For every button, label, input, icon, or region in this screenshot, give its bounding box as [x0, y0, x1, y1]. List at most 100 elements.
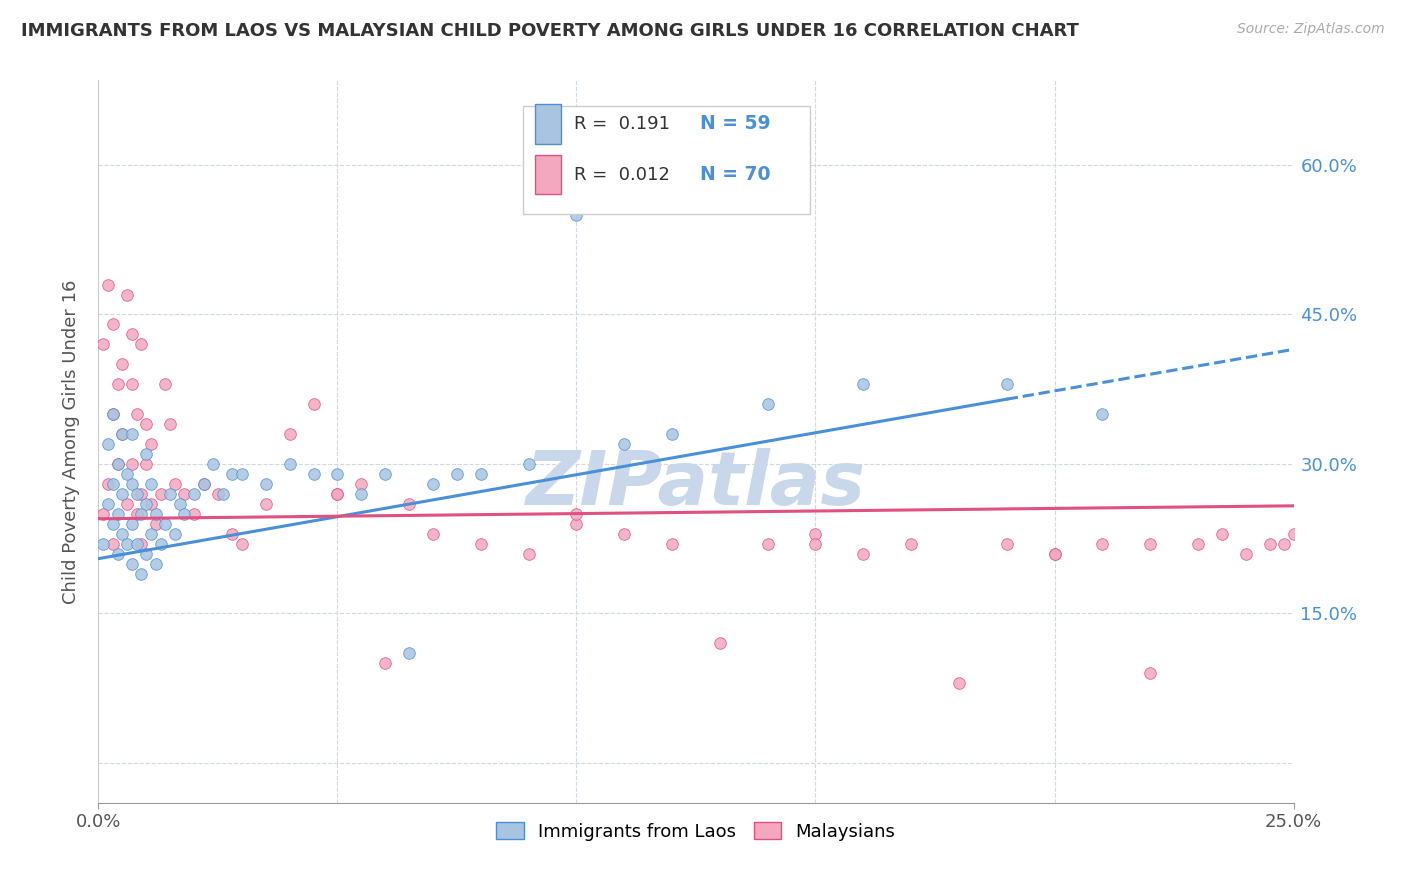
Point: [111, 526, 134, 541]
Point: [115, 497, 138, 511]
Point: [91, 507, 114, 521]
Point: [139, 476, 162, 491]
Point: [374, 657, 396, 671]
Point: [121, 377, 143, 392]
Point: [131, 487, 153, 501]
Point: [995, 377, 1018, 392]
Point: [97, 476, 120, 491]
Text: Source: ZipAtlas.com: Source: ZipAtlas.com: [1237, 22, 1385, 37]
Point: [169, 497, 191, 511]
Bar: [534, 154, 561, 194]
Point: [221, 526, 243, 541]
Point: [101, 318, 124, 332]
Point: [1211, 526, 1233, 541]
Point: [131, 566, 153, 581]
Point: [1282, 526, 1305, 541]
Point: [211, 487, 233, 501]
Point: [517, 547, 540, 561]
Point: [221, 467, 243, 481]
Point: [163, 476, 186, 491]
Point: [107, 457, 129, 471]
Point: [139, 437, 162, 451]
Point: [91, 537, 114, 551]
Point: [149, 537, 172, 551]
Point: [125, 487, 148, 501]
Point: [1139, 666, 1161, 681]
Point: [107, 457, 129, 471]
Point: [121, 457, 143, 471]
Point: [145, 507, 167, 521]
Point: [302, 467, 325, 481]
Point: [121, 557, 143, 571]
Point: [125, 537, 148, 551]
Point: [709, 636, 731, 650]
Point: [1091, 537, 1114, 551]
Point: [565, 516, 588, 531]
Point: [159, 487, 181, 501]
Point: [115, 287, 138, 301]
Point: [101, 516, 124, 531]
Point: [804, 526, 827, 541]
Point: [97, 497, 120, 511]
Point: [97, 437, 120, 451]
Legend: Immigrants from Laos, Malaysians: Immigrants from Laos, Malaysians: [489, 815, 903, 848]
Point: [97, 277, 120, 292]
Point: [398, 497, 420, 511]
Point: [131, 337, 153, 351]
Point: [995, 537, 1018, 551]
Point: [900, 537, 922, 551]
Point: [121, 476, 143, 491]
Point: [948, 676, 970, 690]
Point: [135, 547, 157, 561]
Text: N = 59: N = 59: [700, 114, 770, 133]
Point: [661, 537, 683, 551]
Text: N = 70: N = 70: [700, 165, 770, 184]
Point: [1234, 547, 1257, 561]
Point: [173, 487, 195, 501]
Point: [278, 457, 301, 471]
Point: [326, 487, 349, 501]
Point: [326, 487, 349, 501]
Point: [135, 417, 157, 431]
Bar: [534, 103, 561, 144]
Point: [613, 526, 636, 541]
Point: [131, 537, 153, 551]
Point: [446, 467, 468, 481]
Point: [1043, 547, 1066, 561]
Point: [101, 407, 124, 421]
Point: [131, 507, 153, 521]
Text: R =  0.191: R = 0.191: [574, 115, 671, 133]
Point: [231, 467, 253, 481]
Point: [101, 537, 124, 551]
Point: [135, 497, 157, 511]
Point: [101, 476, 124, 491]
Text: ZIPatlas: ZIPatlas: [526, 449, 866, 522]
Text: R =  0.012: R = 0.012: [574, 166, 669, 184]
Point: [302, 397, 325, 411]
Point: [565, 507, 588, 521]
Point: [121, 327, 143, 342]
Point: [101, 407, 124, 421]
Point: [193, 476, 215, 491]
Point: [852, 377, 875, 392]
Point: [125, 407, 148, 421]
Point: [470, 537, 492, 551]
Point: [756, 397, 779, 411]
Point: [254, 497, 277, 511]
Point: [193, 476, 215, 491]
Point: [202, 457, 225, 471]
Point: [125, 507, 148, 521]
Point: [111, 357, 134, 371]
Point: [107, 547, 129, 561]
Point: [115, 467, 138, 481]
Point: [163, 526, 186, 541]
Point: [135, 447, 157, 461]
Point: [121, 427, 143, 442]
Point: [107, 377, 129, 392]
Point: [121, 516, 143, 531]
Point: [139, 526, 162, 541]
Point: [470, 467, 492, 481]
Point: [1258, 537, 1281, 551]
Point: [350, 487, 373, 501]
Point: [661, 427, 683, 442]
